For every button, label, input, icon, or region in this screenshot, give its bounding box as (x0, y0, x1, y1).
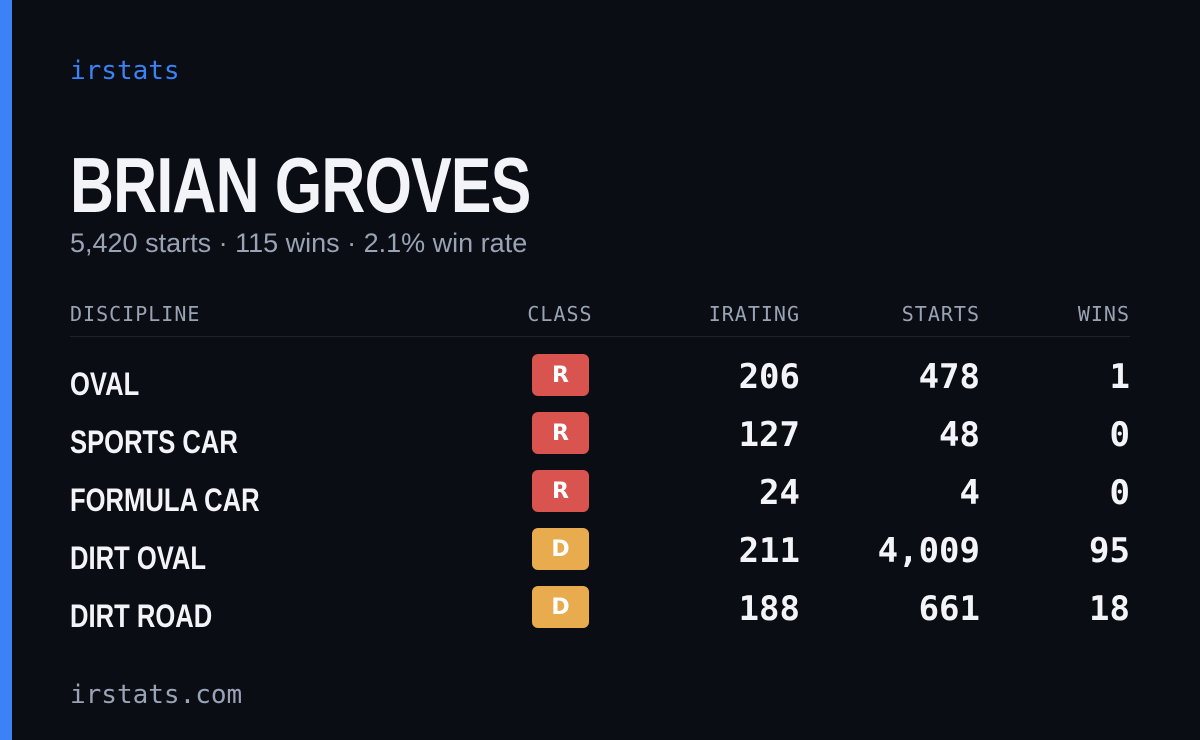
driver-summary: 5,420 starts · 115 wins · 2.1% win rate (70, 228, 528, 258)
header-rule (70, 336, 1130, 337)
discipline: SPORTS CAR (70, 424, 238, 460)
column-header: WINS (1077, 302, 1130, 326)
discipline: DIRT OVAL (70, 540, 207, 576)
class-badge: R (532, 354, 589, 396)
class-badge: D (532, 586, 589, 628)
irating: 188 (738, 589, 800, 629)
wins: 18 (1089, 589, 1130, 629)
irating: 206 (738, 357, 800, 397)
accent-bar (0, 0, 12, 740)
class-badge: R (532, 470, 589, 512)
wins: 0 (1109, 415, 1130, 455)
brand: irstats (70, 56, 180, 86)
wins: 0 (1109, 473, 1130, 513)
class-badge: D (532, 528, 589, 570)
discipline: DIRT ROAD (70, 598, 213, 634)
column-header: STARTS (901, 302, 980, 326)
column-header: IRATING (708, 302, 800, 326)
starts: 478 (918, 357, 980, 397)
starts: 48 (939, 415, 980, 455)
discipline: OVAL (70, 366, 140, 402)
class-badge: R (532, 412, 589, 454)
irating: 24 (759, 473, 800, 513)
driver-name: BRIAN GROVES (70, 141, 531, 229)
irating: 211 (738, 531, 800, 571)
starts: 4,009 (877, 531, 980, 571)
column-header: DISCIPLINE (70, 302, 201, 326)
starts: 4 (959, 473, 980, 513)
starts: 661 (918, 589, 980, 629)
column-header: CLASS (527, 302, 593, 326)
discipline: FORMULA CAR (70, 482, 260, 518)
wins: 1 (1109, 357, 1130, 397)
wins: 95 (1089, 531, 1130, 571)
irating: 127 (738, 415, 800, 455)
footer: irstats.com (70, 680, 243, 710)
